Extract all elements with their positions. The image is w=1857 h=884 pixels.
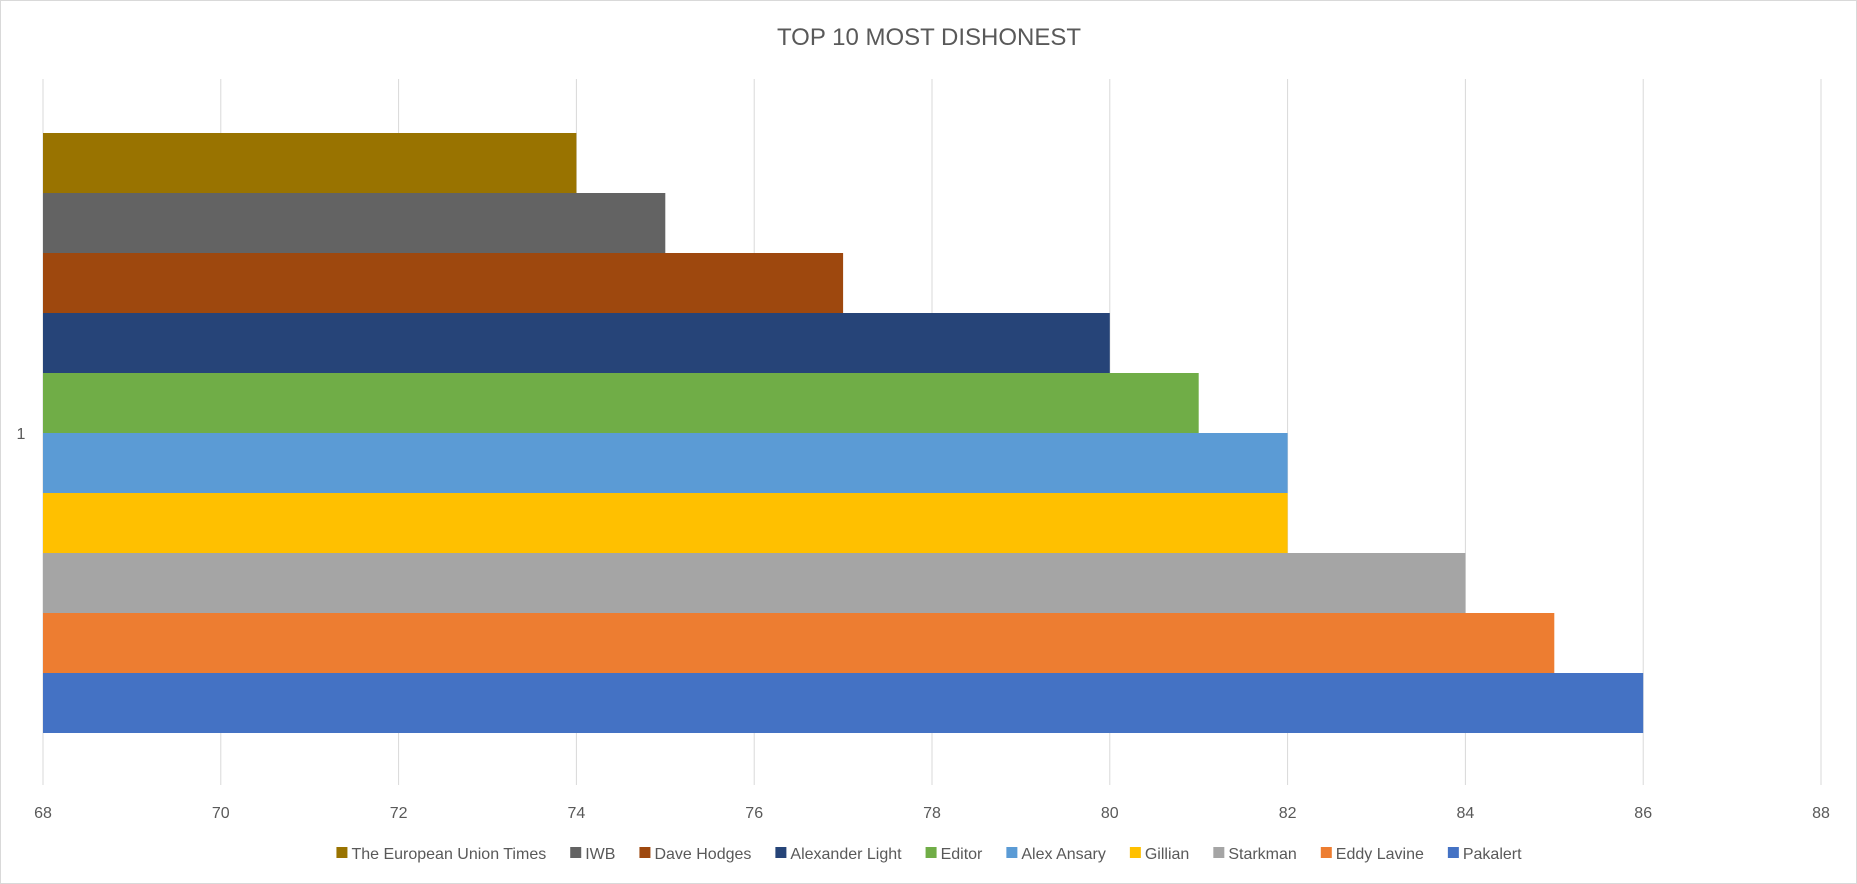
legend-label: Pakalert [1463, 846, 1522, 863]
legend-label: Dave Hodges [654, 846, 751, 863]
legend-item: Dave Hodges [639, 846, 751, 863]
legend-label: IWB [585, 846, 615, 863]
legend-swatch [1006, 847, 1018, 858]
legend-item: Alex Ansary [1006, 846, 1106, 863]
x-axis-ticks: 68 70 72 74 76 78 80 82 84 86 88 [34, 805, 1830, 822]
legend-item: Pakalert [1447, 846, 1522, 863]
bar-the-european-union-times [43, 133, 577, 193]
x-tick-label: 68 [34, 805, 52, 822]
x-tick-label: 84 [1457, 805, 1475, 822]
chart-title: TOP 10 MOST DISHONEST [777, 24, 1081, 51]
x-tick-label: 88 [1812, 805, 1830, 822]
legend-swatch [1447, 847, 1459, 858]
x-tick-label: 78 [923, 805, 941, 822]
bar-alex-ansary [43, 433, 1288, 493]
legend-label: Alex Ansary [1021, 846, 1105, 863]
bar-starkman [43, 553, 1466, 613]
bar-dave-hodges [43, 253, 844, 313]
legend-item: Gillian [1129, 846, 1189, 863]
legend-label: Alexander Light [790, 846, 902, 863]
bar-alexander-light [43, 313, 1110, 373]
legend-item: IWB [570, 846, 615, 863]
bar-pakalert [43, 673, 1644, 733]
legend-swatch [336, 847, 348, 858]
bar-gillian [43, 493, 1288, 553]
y-axis-ticks: 1 [17, 426, 26, 443]
legend-item: The European Union Times [336, 846, 546, 863]
bar-editor [43, 373, 1199, 433]
legend-swatch [925, 847, 937, 858]
legend-item: Eddy Lavine [1320, 846, 1424, 863]
legend-item: Starkman [1213, 846, 1297, 863]
legend-swatch [1129, 847, 1141, 858]
x-tick-label: 86 [1634, 805, 1652, 822]
legend-swatch [1213, 847, 1225, 858]
x-tick-label: 76 [745, 805, 763, 822]
y-tick-label: 1 [17, 426, 26, 443]
x-tick-label: 72 [390, 805, 408, 822]
x-tick-label: 82 [1279, 805, 1297, 822]
x-tick-label: 70 [212, 805, 230, 822]
legend-label: Starkman [1228, 846, 1296, 863]
legend-swatch [1320, 847, 1332, 858]
bar-eddy-lavine [43, 613, 1555, 673]
legend-item: Editor [925, 846, 983, 863]
bar-iwb [43, 193, 666, 253]
x-tick-label: 80 [1101, 805, 1119, 822]
legend-label: The European Union Times [351, 846, 546, 863]
legend-swatch [639, 847, 651, 858]
legend-label: Gillian [1145, 846, 1189, 863]
x-tick-label: 74 [568, 805, 586, 822]
legend-swatch [570, 847, 582, 858]
legend-item: Alexander Light [775, 846, 902, 863]
legend-swatch [775, 847, 787, 858]
legend-label: Eddy Lavine [1336, 846, 1424, 863]
bars [43, 133, 1644, 733]
legend-label: Editor [941, 846, 983, 863]
legend: The European Union Times IWB Dave Hodges Al… [336, 846, 1522, 863]
